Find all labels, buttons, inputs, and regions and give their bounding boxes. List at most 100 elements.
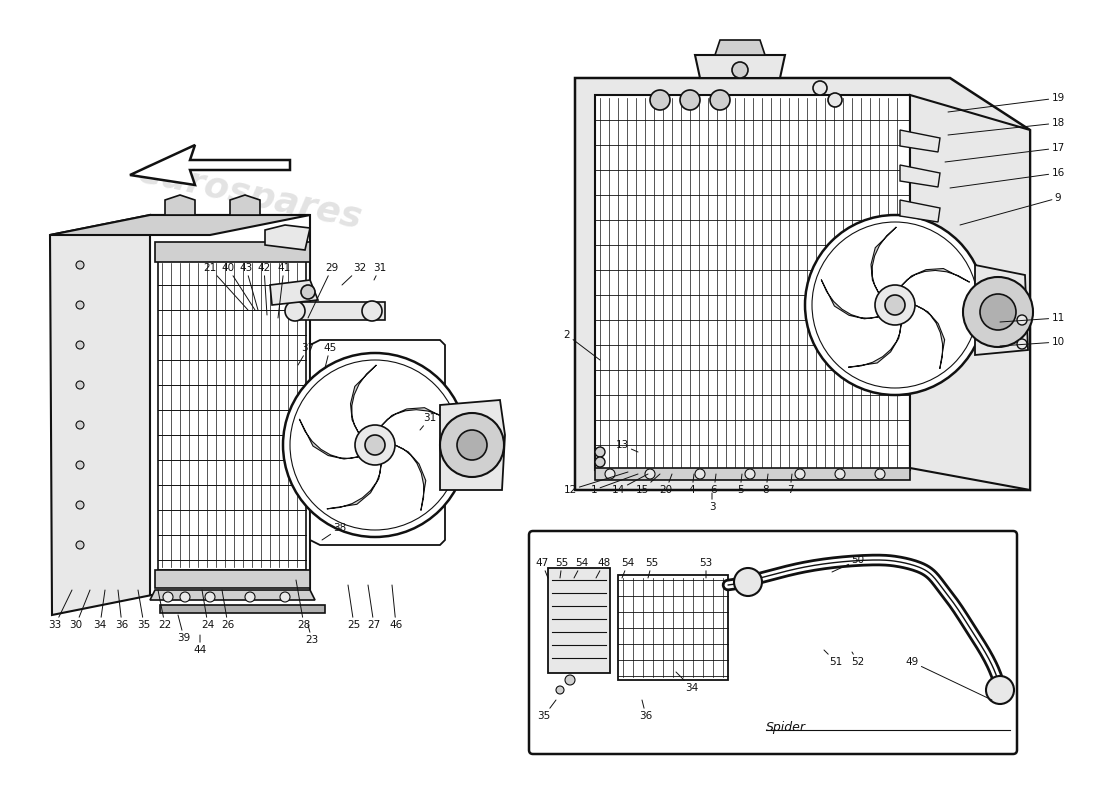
Circle shape bbox=[283, 353, 468, 537]
Polygon shape bbox=[327, 464, 382, 509]
Text: 46: 46 bbox=[389, 585, 403, 630]
Polygon shape bbox=[50, 215, 310, 235]
Text: 22: 22 bbox=[158, 590, 172, 630]
Text: 19: 19 bbox=[948, 93, 1065, 112]
Text: 15: 15 bbox=[636, 474, 660, 495]
Text: 4: 4 bbox=[689, 474, 695, 495]
Circle shape bbox=[362, 301, 382, 321]
Text: 35: 35 bbox=[538, 700, 556, 721]
Polygon shape bbox=[900, 165, 940, 187]
Circle shape bbox=[565, 675, 575, 685]
Polygon shape bbox=[900, 200, 940, 222]
Polygon shape bbox=[299, 419, 359, 459]
Text: 42: 42 bbox=[257, 263, 271, 315]
Text: 45: 45 bbox=[323, 343, 337, 368]
Text: 20: 20 bbox=[659, 474, 672, 495]
Circle shape bbox=[710, 90, 730, 110]
Circle shape bbox=[595, 457, 605, 467]
Circle shape bbox=[886, 295, 905, 315]
Text: 3: 3 bbox=[708, 493, 715, 512]
Circle shape bbox=[986, 676, 1014, 704]
Circle shape bbox=[605, 469, 615, 479]
Text: 50: 50 bbox=[832, 555, 865, 572]
Circle shape bbox=[290, 360, 460, 530]
Circle shape bbox=[835, 469, 845, 479]
Text: 2: 2 bbox=[563, 330, 600, 360]
Text: 43: 43 bbox=[240, 263, 258, 310]
Polygon shape bbox=[165, 195, 195, 215]
Text: 31: 31 bbox=[420, 413, 437, 430]
Circle shape bbox=[1018, 339, 1027, 349]
Circle shape bbox=[795, 469, 805, 479]
Circle shape bbox=[205, 592, 214, 602]
Polygon shape bbox=[975, 265, 1028, 355]
Text: 54: 54 bbox=[621, 558, 635, 578]
Circle shape bbox=[695, 469, 705, 479]
Bar bbox=[160, 605, 324, 613]
Polygon shape bbox=[310, 340, 446, 545]
Text: 40: 40 bbox=[221, 263, 255, 310]
Polygon shape bbox=[871, 227, 896, 294]
Text: Spider: Spider bbox=[766, 721, 806, 734]
Text: 52: 52 bbox=[851, 652, 865, 667]
Circle shape bbox=[365, 435, 385, 455]
Text: 39: 39 bbox=[177, 615, 190, 643]
Circle shape bbox=[180, 592, 190, 602]
Circle shape bbox=[980, 294, 1016, 330]
Text: 7: 7 bbox=[786, 474, 793, 495]
Text: 51: 51 bbox=[824, 650, 843, 667]
Circle shape bbox=[874, 469, 886, 479]
Circle shape bbox=[595, 447, 605, 457]
Polygon shape bbox=[230, 195, 260, 215]
Text: 18: 18 bbox=[948, 118, 1065, 135]
Text: 16: 16 bbox=[950, 168, 1065, 188]
Circle shape bbox=[828, 93, 842, 107]
Bar bbox=[595, 468, 910, 480]
Text: 38: 38 bbox=[322, 523, 346, 540]
Circle shape bbox=[245, 592, 255, 602]
Circle shape bbox=[76, 261, 84, 269]
Circle shape bbox=[76, 341, 84, 349]
Text: 44: 44 bbox=[194, 635, 207, 655]
Text: 24: 24 bbox=[201, 590, 214, 630]
Circle shape bbox=[813, 81, 827, 95]
Circle shape bbox=[355, 425, 395, 465]
Text: 34: 34 bbox=[94, 590, 107, 630]
Text: 12: 12 bbox=[563, 472, 628, 495]
Polygon shape bbox=[848, 324, 901, 367]
Text: 32: 32 bbox=[342, 263, 366, 285]
Polygon shape bbox=[295, 302, 385, 320]
Text: 36: 36 bbox=[639, 700, 652, 721]
Text: 31: 31 bbox=[373, 263, 386, 280]
Text: 13: 13 bbox=[615, 440, 638, 452]
Text: 37: 37 bbox=[298, 343, 315, 365]
Text: 55: 55 bbox=[556, 558, 569, 578]
Polygon shape bbox=[822, 280, 879, 319]
Text: eurospares: eurospares bbox=[134, 154, 365, 235]
Polygon shape bbox=[900, 130, 940, 152]
Circle shape bbox=[556, 686, 564, 694]
Polygon shape bbox=[695, 55, 785, 78]
Text: 10: 10 bbox=[1000, 337, 1065, 347]
Text: 54: 54 bbox=[574, 558, 589, 578]
Polygon shape bbox=[575, 78, 1030, 490]
Circle shape bbox=[645, 469, 654, 479]
Bar bbox=[595, 95, 910, 470]
Circle shape bbox=[285, 301, 305, 321]
Bar bbox=[618, 575, 728, 680]
Circle shape bbox=[280, 592, 290, 602]
Bar bbox=[548, 568, 610, 673]
Polygon shape bbox=[395, 445, 426, 510]
Text: 9: 9 bbox=[960, 193, 1062, 225]
Polygon shape bbox=[130, 145, 290, 185]
Bar bbox=[155, 242, 310, 262]
Bar bbox=[158, 260, 306, 570]
Polygon shape bbox=[351, 365, 376, 434]
Text: 33: 33 bbox=[48, 590, 72, 630]
Circle shape bbox=[76, 421, 84, 429]
Polygon shape bbox=[150, 215, 310, 595]
Circle shape bbox=[812, 222, 978, 388]
Circle shape bbox=[76, 461, 84, 469]
Text: 5: 5 bbox=[737, 474, 744, 495]
Text: 27: 27 bbox=[367, 585, 381, 630]
